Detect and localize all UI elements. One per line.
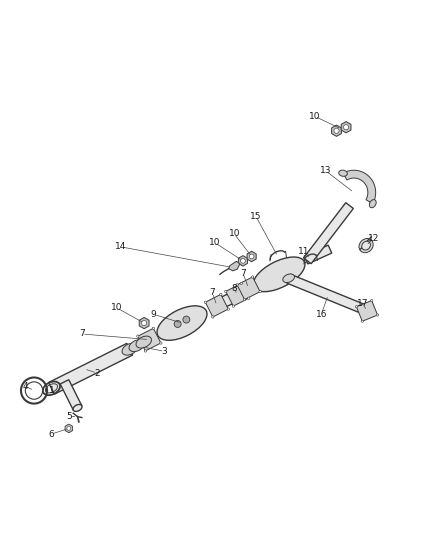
Circle shape: [371, 300, 373, 302]
Circle shape: [236, 284, 238, 286]
Polygon shape: [212, 286, 247, 311]
Circle shape: [225, 290, 227, 293]
Polygon shape: [247, 251, 256, 262]
Text: 1: 1: [49, 386, 54, 395]
Text: 8: 8: [231, 284, 237, 293]
Text: 15: 15: [250, 212, 262, 221]
Circle shape: [355, 305, 357, 308]
Polygon shape: [343, 170, 376, 204]
Polygon shape: [357, 301, 378, 321]
Circle shape: [183, 316, 190, 323]
Text: 10: 10: [309, 112, 321, 121]
Text: 17: 17: [357, 299, 368, 308]
Circle shape: [141, 320, 147, 326]
Polygon shape: [238, 256, 247, 266]
Text: 10: 10: [111, 303, 123, 312]
Text: 5: 5: [66, 412, 72, 421]
Text: 10: 10: [229, 229, 240, 238]
Polygon shape: [332, 125, 341, 136]
Polygon shape: [226, 284, 249, 306]
Ellipse shape: [359, 238, 373, 253]
Circle shape: [160, 342, 162, 344]
Ellipse shape: [362, 241, 371, 250]
Circle shape: [227, 308, 230, 310]
Polygon shape: [60, 379, 82, 410]
Ellipse shape: [369, 199, 376, 208]
Circle shape: [240, 259, 245, 263]
Polygon shape: [49, 343, 133, 394]
Circle shape: [361, 320, 364, 322]
Text: 3: 3: [162, 347, 167, 356]
Text: 4: 4: [22, 382, 28, 391]
Polygon shape: [138, 328, 161, 351]
Polygon shape: [65, 424, 73, 433]
Polygon shape: [304, 203, 353, 264]
Ellipse shape: [253, 257, 305, 292]
Text: 7: 7: [210, 288, 215, 297]
Text: 6: 6: [49, 430, 54, 439]
Text: 13: 13: [320, 166, 332, 175]
Text: 2: 2: [94, 369, 100, 377]
Polygon shape: [341, 122, 351, 133]
Text: 7: 7: [240, 269, 246, 278]
Circle shape: [343, 125, 349, 130]
Text: 12: 12: [368, 233, 379, 243]
Text: 9: 9: [151, 310, 157, 319]
Text: 10: 10: [209, 238, 220, 247]
Circle shape: [247, 297, 250, 300]
Circle shape: [334, 128, 339, 133]
Ellipse shape: [283, 274, 294, 282]
Circle shape: [144, 350, 147, 352]
Polygon shape: [139, 318, 149, 329]
Text: 11: 11: [298, 247, 310, 256]
Circle shape: [232, 305, 234, 307]
Ellipse shape: [73, 405, 82, 411]
Text: 14: 14: [115, 243, 127, 252]
Circle shape: [137, 335, 139, 337]
Polygon shape: [205, 294, 228, 317]
Circle shape: [251, 276, 254, 278]
Polygon shape: [304, 245, 332, 264]
Circle shape: [174, 320, 181, 327]
Ellipse shape: [339, 170, 347, 176]
Circle shape: [249, 254, 254, 259]
Circle shape: [220, 293, 222, 295]
Text: 7: 7: [79, 329, 85, 338]
Ellipse shape: [136, 336, 152, 348]
Text: 16: 16: [315, 310, 327, 319]
Circle shape: [377, 314, 379, 316]
Circle shape: [259, 290, 261, 293]
Ellipse shape: [157, 306, 207, 340]
Polygon shape: [237, 277, 260, 300]
Ellipse shape: [129, 340, 145, 352]
Polygon shape: [229, 261, 240, 271]
Ellipse shape: [122, 343, 138, 355]
Circle shape: [204, 301, 206, 303]
Circle shape: [244, 298, 246, 301]
Circle shape: [67, 426, 71, 430]
Circle shape: [212, 316, 214, 318]
Circle shape: [240, 282, 243, 285]
Circle shape: [152, 327, 155, 329]
Polygon shape: [287, 274, 370, 316]
